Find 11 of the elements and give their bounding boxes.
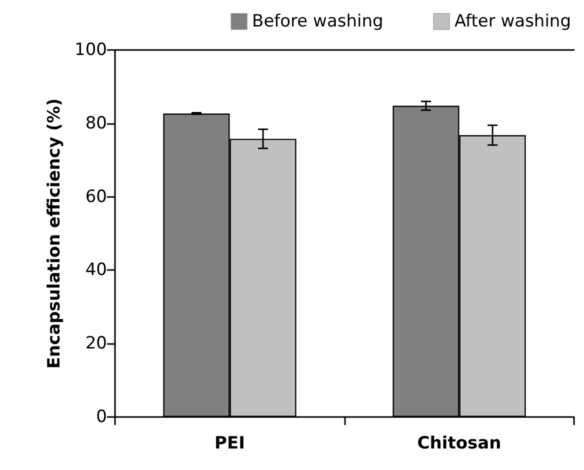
y-tick-label: 20	[85, 334, 107, 354]
y-axis-title: Encapsulation efficiency (%)	[44, 98, 64, 369]
legend-label: After washing	[454, 12, 571, 32]
x-tick-label: Chitosan	[417, 434, 502, 454]
y-tick-label: 40	[85, 260, 107, 280]
y-tick-label: 80	[85, 113, 107, 134]
y-tick-label: 60	[85, 186, 107, 207]
x-tick-label: PEI	[214, 434, 245, 454]
y-tick-label: 0	[96, 407, 107, 427]
y-tick-label: 100	[74, 40, 107, 60]
legend-label: Before washing	[252, 12, 384, 32]
